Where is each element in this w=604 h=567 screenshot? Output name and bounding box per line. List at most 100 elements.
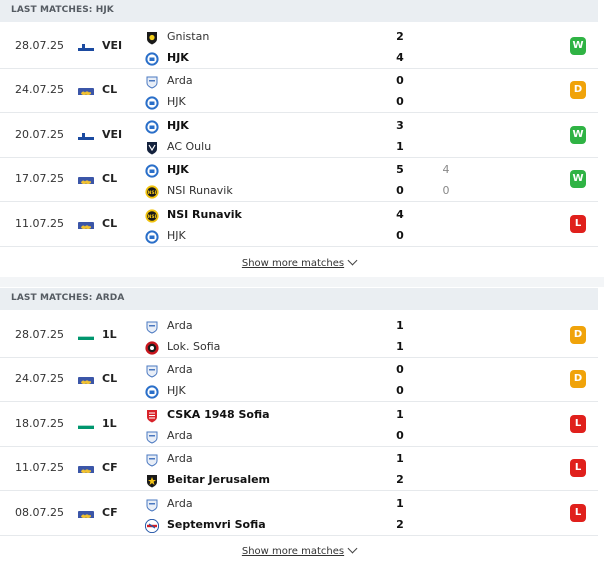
match-date: 20.07.25: [15, 127, 64, 141]
world-flag-icon: [78, 173, 94, 185]
finland-flag-icon: [78, 129, 94, 140]
competition-label[interactable]: CL: [102, 216, 118, 230]
result-badge: W: [570, 170, 586, 189]
match-row[interactable]: 11.07.25 CF Arda Beitar Jerusalem 1 2 L: [0, 446, 598, 492]
team-name[interactable]: Arda: [167, 452, 193, 466]
team-line[interactable]: HJK: [145, 228, 385, 244]
match-row[interactable]: 11.07.25 CL NSI NSI Runavik HJK 4 0 L: [0, 202, 598, 247]
team-line[interactable]: HJK: [145, 94, 385, 110]
competition-label[interactable]: CL: [102, 83, 118, 97]
team-name[interactable]: NSI Runavik: [167, 184, 233, 198]
team-line[interactable]: NSI NSI Runavik: [145, 183, 385, 199]
team-name[interactable]: Arda: [167, 74, 193, 88]
section-divider: [0, 277, 604, 287]
match-row[interactable]: 17.07.25 CL HJK NSI NSI Runavik 5 0 4 0 W: [0, 157, 598, 203]
chevron-down-icon: [347, 543, 358, 554]
hjk-logo-icon: [145, 229, 159, 244]
competition-label[interactable]: CL: [102, 372, 118, 386]
team-name[interactable]: HJK: [167, 51, 189, 64]
team-line[interactable]: HJK: [145, 118, 385, 134]
team-name[interactable]: HJK: [167, 95, 186, 109]
competition-label[interactable]: CF: [102, 505, 118, 519]
home-score: 1: [396, 407, 404, 421]
competition-label[interactable]: VEI: [102, 127, 123, 141]
beitar-logo-icon: [145, 473, 159, 488]
team-line[interactable]: Arda: [145, 428, 385, 444]
match-row[interactable]: 08.07.25 CF Arda Septemvri Sofia 1 2 L: [0, 491, 598, 536]
team-line[interactable]: Arda: [145, 362, 385, 378]
match-date: 24.07.25: [15, 372, 64, 386]
team-name[interactable]: Arda: [167, 428, 193, 442]
team-name[interactable]: Septemvri Sofia: [167, 517, 266, 531]
chevron-down-icon: [347, 255, 358, 266]
septemvri-logo-icon: [144, 518, 160, 533]
team-name[interactable]: HJK: [167, 118, 189, 132]
competition-label[interactable]: CF: [102, 461, 118, 475]
match-date: 11.07.25: [15, 216, 64, 230]
team-line[interactable]: HJK: [145, 383, 385, 399]
team-line[interactable]: AC Oulu: [145, 139, 385, 155]
team-line[interactable]: Arda: [145, 73, 385, 89]
match-row[interactable]: 24.07.25 CL Arda HJK 0 0 D: [0, 68, 598, 114]
arda-logo-icon: [145, 363, 159, 378]
competition-label[interactable]: 1L: [102, 328, 117, 341]
home-score: 1: [396, 496, 404, 510]
arda-logo-icon: [145, 429, 159, 444]
away-score: 0: [396, 184, 404, 198]
competition-label[interactable]: VEI: [102, 39, 123, 52]
team-line[interactable]: Beitar Jerusalem: [145, 472, 385, 488]
team-line[interactable]: NSI NSI Runavik: [145, 207, 385, 223]
team-line[interactable]: HJK: [145, 50, 385, 66]
competition-label[interactable]: CL: [102, 172, 118, 186]
team-name[interactable]: Arda: [167, 363, 193, 377]
team-line[interactable]: Arda: [145, 318, 385, 334]
team-line[interactable]: CSKA 1948 Sofia: [145, 407, 385, 423]
match-row[interactable]: 28.07.25 VEI Gnistan HJK 2 4 W: [0, 24, 598, 69]
home-score: 0: [396, 363, 404, 377]
world-flag-icon: [78, 373, 94, 385]
team-name[interactable]: HJK: [167, 228, 186, 242]
arda-logo-icon: [145, 74, 159, 89]
show-more-label[interactable]: Show more matches: [241, 546, 345, 557]
nsi-logo-icon: NSI: [145, 184, 159, 199]
show-more-matches-arda[interactable]: Show more matches: [0, 543, 598, 557]
section-header-hjk: LAST MATCHES: HJK: [0, 0, 598, 22]
team-name[interactable]: Gnistan: [167, 30, 210, 43]
match-row[interactable]: 24.07.25 CL Arda HJK 0 0 D: [0, 357, 598, 403]
match-row[interactable]: 28.07.25 1L Arda Lok. Sofia 1 1 D: [0, 313, 598, 358]
home-score: 5: [396, 163, 404, 177]
match-row[interactable]: 20.07.25 VEI HJK AC Oulu 3 1 W: [0, 113, 598, 158]
team-name[interactable]: NSI Runavik: [167, 207, 242, 221]
match-date: 17.07.25: [15, 172, 64, 186]
hjk-logo-icon: [145, 384, 159, 399]
result-badge: D: [570, 370, 586, 389]
show-more-matches-hjk[interactable]: Show more matches: [0, 255, 598, 269]
match-date: 08.07.25: [15, 505, 64, 519]
match-row[interactable]: 18.07.25 1L CSKA 1948 Sofia Arda 1 0 L: [0, 402, 598, 447]
team-name[interactable]: Arda: [167, 496, 193, 510]
team-line[interactable]: Gnistan: [145, 29, 385, 45]
team-line[interactable]: Lok. Sofia: [145, 339, 385, 355]
competition-label[interactable]: 1L: [102, 416, 117, 430]
result-badge: W: [570, 125, 586, 144]
team-name[interactable]: Arda: [167, 319, 193, 332]
section-title: LAST MATCHES: HJK: [11, 5, 114, 15]
team-line[interactable]: HJK: [145, 162, 385, 178]
away-score: 0: [396, 228, 404, 242]
team-name[interactable]: AC Oulu: [167, 139, 212, 153]
team-name[interactable]: HJK: [167, 384, 186, 398]
team-line[interactable]: Septemvri Sofia: [144, 517, 385, 533]
match-date: 11.07.25: [15, 461, 64, 475]
show-more-label[interactable]: Show more matches: [241, 258, 345, 269]
away-score: 0: [396, 95, 404, 109]
team-name[interactable]: Lok. Sofia: [167, 340, 221, 353]
team-name[interactable]: Beitar Jerusalem: [167, 473, 271, 487]
team-name[interactable]: CSKA 1948 Sofia: [167, 407, 270, 421]
team-line[interactable]: Arda: [145, 496, 385, 512]
home-score: 1: [396, 452, 404, 466]
team-line[interactable]: Arda: [145, 451, 385, 467]
world-flag-icon: [78, 218, 94, 229]
result-badge: L: [570, 459, 586, 478]
away-score: 0: [396, 384, 404, 398]
team-name[interactable]: HJK: [167, 163, 189, 177]
